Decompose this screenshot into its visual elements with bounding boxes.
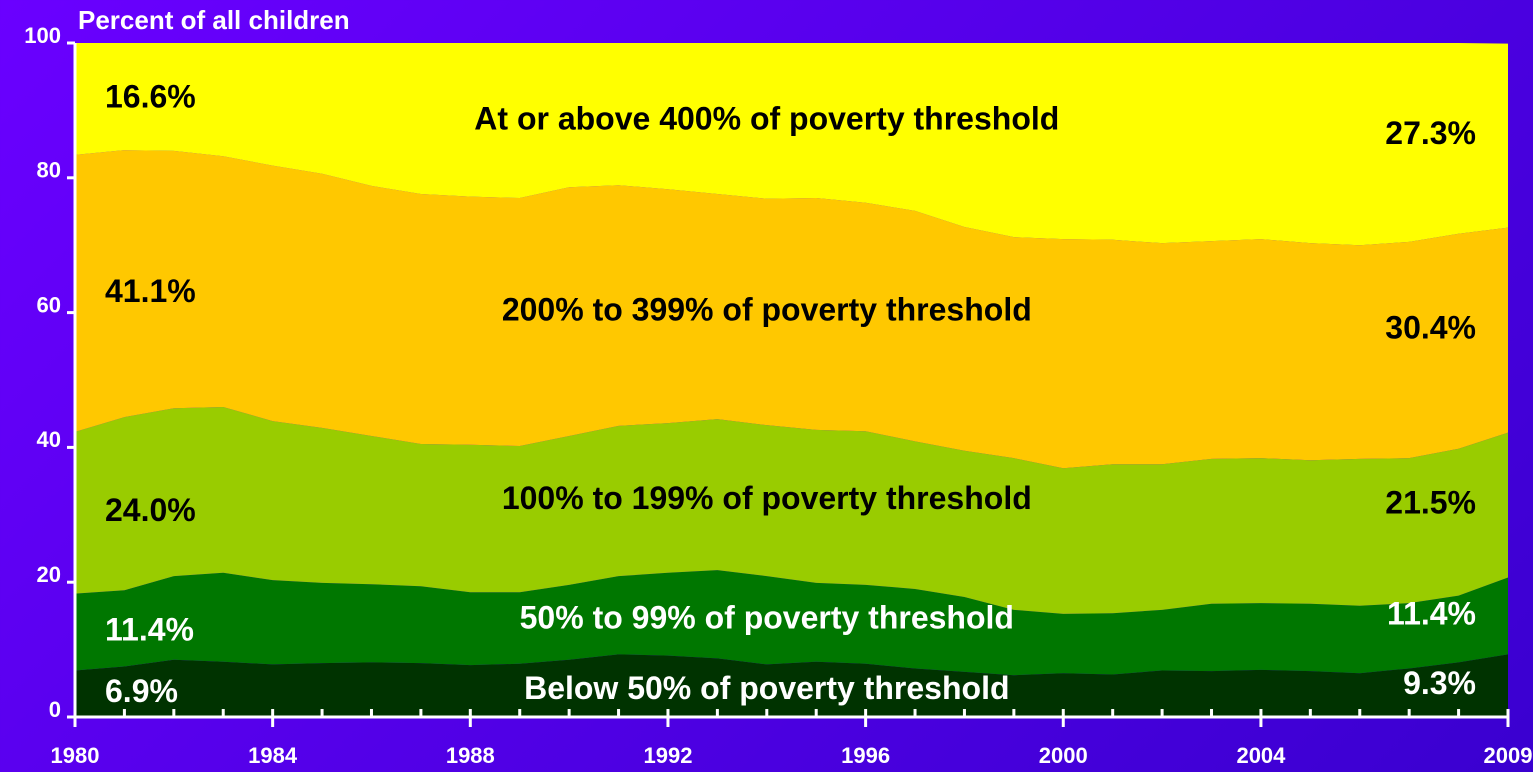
x-tick-label: 1988 (446, 743, 495, 768)
area (75, 43, 1508, 246)
value-label: 11.4% (105, 612, 194, 648)
area (75, 150, 1508, 469)
value-label: 6.9% (105, 673, 178, 709)
x-tick-label: 1980 (51, 743, 100, 768)
value-label: 24.0% (105, 492, 196, 528)
y-axis-title: Percent of all children (78, 5, 350, 35)
series-label: 200% to 399% of poverty threshold (502, 291, 1032, 327)
series-label: Below 50% of poverty threshold (524, 670, 1009, 706)
y-tick-label: 0 (49, 697, 61, 722)
series-label: At or above 400% of poverty threshold (474, 100, 1059, 136)
value-label: 27.3% (1385, 115, 1476, 151)
x-tick-label: 1992 (643, 743, 692, 768)
series-label: 50% to 99% of poverty threshold (520, 600, 1014, 636)
y-tick-label: 60 (37, 292, 61, 317)
x-tick-label: 1984 (248, 743, 298, 768)
x-tick-label: 1996 (841, 743, 890, 768)
value-label: 11.4% (1387, 595, 1476, 631)
value-label: 9.3% (1403, 665, 1476, 701)
value-label: 21.5% (1385, 484, 1476, 520)
x-tick-label: 2000 (1039, 743, 1088, 768)
series-label: 100% to 199% of poverty threshold (502, 480, 1032, 516)
y-tick-label: 20 (37, 562, 61, 587)
x-tick-label: 2009 (1484, 743, 1533, 768)
y-tick-label: 100 (24, 23, 61, 48)
y-tick-label: 80 (37, 158, 61, 183)
value-label: 30.4% (1385, 310, 1476, 346)
area (75, 654, 1508, 717)
area (75, 570, 1508, 676)
area (75, 406, 1508, 614)
x-tick-label: 2004 (1236, 743, 1286, 768)
value-label: 16.6% (105, 78, 196, 114)
y-tick-label: 40 (37, 427, 61, 452)
value-label: 41.1% (105, 273, 196, 309)
